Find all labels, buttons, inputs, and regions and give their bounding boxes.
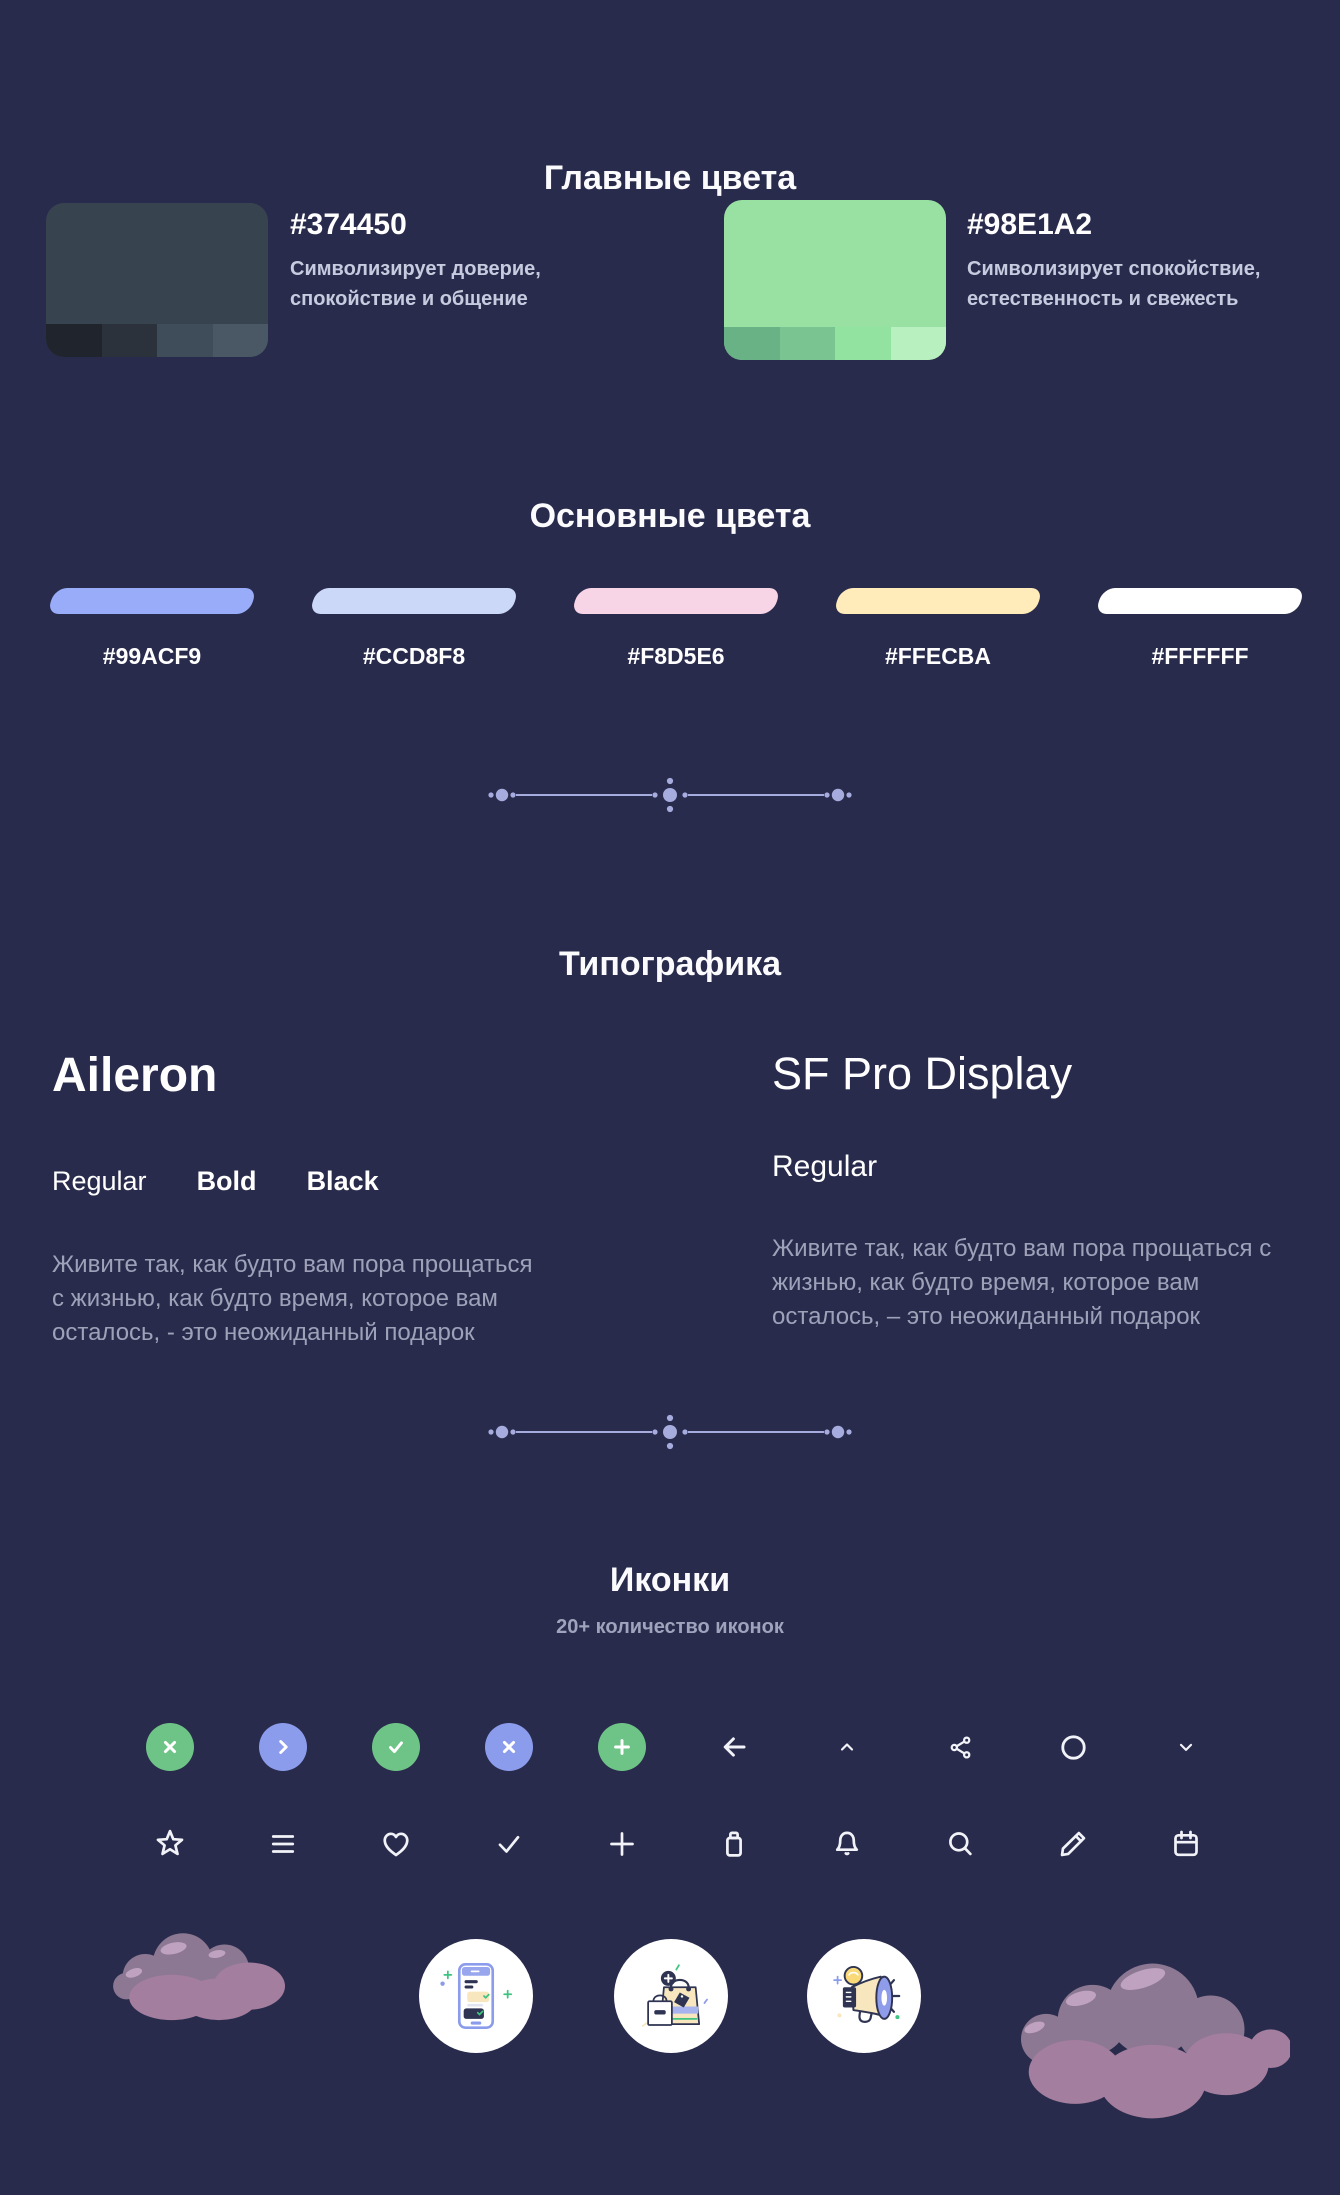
pencil-icon	[1045, 1826, 1101, 1862]
icon-row-outline	[142, 1822, 1214, 1866]
color-description: Символизирует доверие, спокойствие и общ…	[290, 258, 541, 310]
shopping-bag-illustration	[614, 1939, 728, 2053]
font-weights: Regular	[772, 1150, 877, 1184]
close-icon	[142, 1723, 198, 1771]
icons-subtitle: 20+ количество иконок	[556, 1616, 784, 1638]
color-hex-label: #98E1A2	[967, 208, 1093, 241]
menu-icon	[255, 1826, 311, 1862]
plus-icon	[597, 1723, 646, 1771]
plus-icon	[594, 1723, 650, 1771]
color-pill	[46, 588, 258, 614]
megaphone-illustration	[807, 1939, 921, 2053]
cloud-illustration	[105, 1920, 295, 2027]
check-icon	[481, 1826, 537, 1862]
shade-segment	[779, 327, 835, 360]
trash-icon	[706, 1826, 762, 1862]
share-icon	[932, 1734, 988, 1761]
color-pill	[832, 588, 1044, 614]
phone-chat-illustration	[419, 1939, 533, 2053]
plus-icon	[594, 1826, 650, 1862]
color-pill-label: #99ACF9	[102, 643, 202, 669]
check-icon	[368, 1723, 424, 1771]
chevron-right-icon	[255, 1723, 311, 1771]
shade-segment	[46, 324, 102, 357]
color-pill	[308, 588, 520, 614]
chevron-up-icon	[819, 1737, 875, 1757]
main-colors-title: Главные цвета	[543, 159, 797, 197]
close-icon	[146, 1723, 194, 1771]
section-divider	[487, 771, 853, 819]
font-weights: Regular Bold Black	[52, 1166, 379, 1197]
shade-segment	[724, 327, 780, 360]
chevron-down-icon	[1158, 1737, 1214, 1757]
shade-segment	[835, 327, 891, 360]
color-pill	[570, 588, 782, 614]
chevron-right-icon	[258, 1723, 307, 1771]
primary-color-swatch-dark	[46, 203, 268, 357]
primary-color-info: #98E1A2 Символизирует спокойствие, естес…	[967, 206, 1307, 314]
shade-segment	[212, 324, 268, 357]
color-description: Символизирует спокойствие, естественност…	[967, 258, 1261, 310]
primary-color-info: #374450 Символизирует доверие, спокойств…	[290, 206, 630, 314]
section-divider	[487, 1408, 853, 1456]
shade-strip	[724, 327, 946, 360]
calendar-icon	[1158, 1826, 1214, 1862]
star-icon	[142, 1826, 198, 1862]
weight-label: Regular	[52, 1166, 147, 1196]
font-sample-text: Живите так, как будто вам пора прощаться…	[772, 1235, 1272, 1330]
weight-label: Bold	[196, 1166, 257, 1196]
bell-icon	[819, 1826, 875, 1862]
arrow-left-icon	[706, 1732, 762, 1762]
color-pill-label: #FFFFFF	[1151, 643, 1249, 669]
typography-title: Типографика	[558, 945, 782, 983]
weight-label: Regular	[772, 1150, 878, 1183]
shade-segment	[157, 324, 213, 357]
search-icon	[932, 1826, 988, 1862]
color-pill	[1094, 588, 1306, 614]
color-pill-label: #FFECBA	[884, 643, 992, 669]
shade-segment	[101, 324, 157, 357]
font-name: Aileron	[52, 1049, 218, 1102]
close-icon	[484, 1723, 533, 1771]
heart-icon	[368, 1826, 424, 1862]
shade-segment	[890, 327, 946, 360]
color-hex-label: #374450	[290, 208, 407, 241]
font-sample-text: Живите так, как будто вам пора прощаться…	[52, 1251, 533, 1346]
primary-color-swatch-green	[724, 200, 946, 360]
circle-icon	[1045, 1732, 1101, 1763]
shade-strip	[46, 324, 268, 357]
base-colors-title: Основные цвета	[529, 497, 811, 535]
color-pill-label: #F8D5E6	[627, 643, 725, 669]
cloud-illustration	[990, 1950, 1292, 2134]
icons-title: Иконки	[609, 1561, 731, 1599]
font-name: SF Pro Display	[772, 1048, 1073, 1099]
check-icon	[371, 1723, 420, 1771]
weight-label: Black	[306, 1166, 379, 1196]
icon-row-filled	[142, 1722, 1214, 1772]
color-pill-label: #CCD8F8	[362, 643, 466, 669]
close-icon	[481, 1723, 537, 1771]
